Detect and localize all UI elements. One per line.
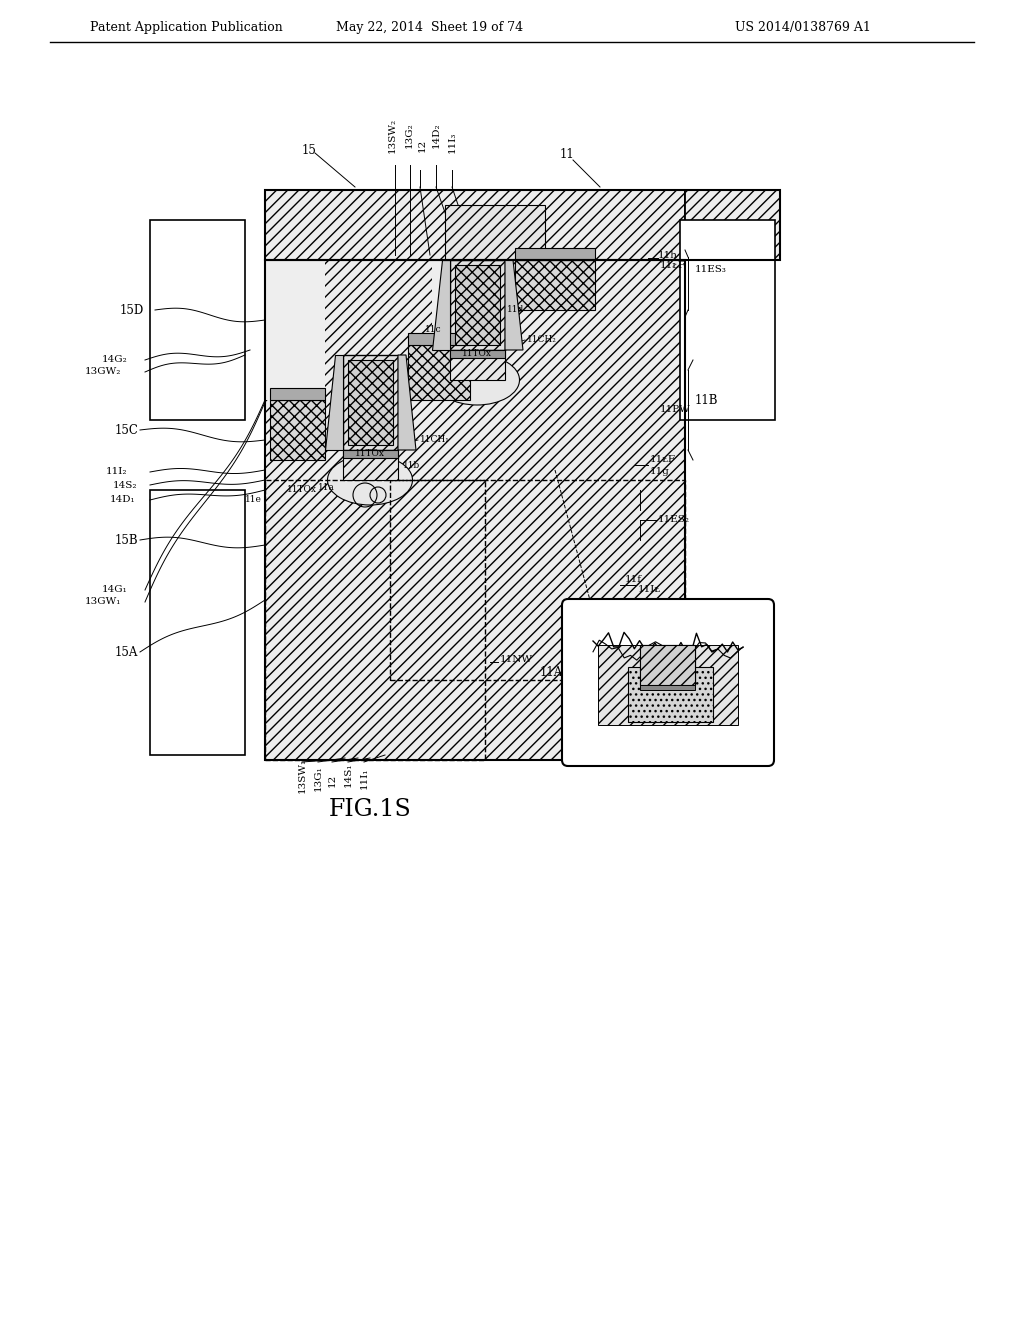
Text: 11TOx: 11TOx: [651, 626, 684, 635]
FancyBboxPatch shape: [562, 599, 774, 766]
Bar: [270, 400, 325, 459]
Text: 11ES₁: 11ES₁: [608, 701, 638, 710]
Text: 14S₂: 14S₂: [113, 480, 137, 490]
Text: 11CH₂: 11CH₂: [527, 335, 557, 345]
Bar: [450, 350, 505, 380]
Bar: [685, 190, 780, 260]
Bar: [265, 190, 780, 260]
Text: 14D₁: 14D₁: [110, 495, 135, 504]
Bar: [640, 685, 695, 690]
Text: 11CH₁: 11CH₁: [652, 639, 684, 648]
Bar: [455, 265, 500, 345]
Text: US 2014/0138769 A1: US 2014/0138769 A1: [735, 21, 870, 33]
Text: 13SW₂: 13SW₂: [388, 117, 397, 153]
Bar: [150, 220, 245, 420]
Bar: [628, 667, 713, 722]
Bar: [515, 260, 595, 310]
Text: 13GW₂: 13GW₂: [85, 367, 122, 376]
Text: 13G₂: 13G₂: [406, 123, 414, 148]
Text: 15: 15: [302, 144, 316, 157]
Text: 11A: 11A: [540, 665, 563, 678]
Text: 11TOx: 11TOx: [287, 486, 317, 495]
Text: 11: 11: [560, 149, 574, 161]
Bar: [150, 490, 245, 755]
Text: Patent Application Publication: Patent Application Publication: [90, 21, 283, 33]
Text: 11B: 11B: [695, 393, 719, 407]
Bar: [343, 355, 398, 450]
Text: 11ES₃: 11ES₃: [695, 265, 727, 275]
Bar: [598, 645, 738, 725]
Bar: [450, 260, 505, 350]
Text: 11NW: 11NW: [500, 656, 534, 664]
Text: 11c: 11c: [425, 326, 442, 334]
Bar: [270, 388, 325, 400]
Text: 15D: 15D: [120, 304, 144, 317]
Text: 11d: 11d: [507, 305, 524, 314]
Bar: [450, 350, 505, 358]
Text: 11ES₂: 11ES₂: [658, 516, 690, 524]
Ellipse shape: [434, 355, 519, 405]
Polygon shape: [432, 260, 450, 350]
Text: 15A: 15A: [115, 645, 138, 659]
Text: 14G₂: 14G₂: [102, 355, 128, 364]
Text: 11e: 11e: [245, 495, 262, 504]
Text: May 22, 2014  Sheet 19 of 74: May 22, 2014 Sheet 19 of 74: [337, 21, 523, 33]
Text: 11I₂: 11I₂: [106, 467, 128, 477]
Text: 11CH₁: 11CH₁: [420, 436, 450, 445]
Text: 13GW₁: 13GW₁: [85, 598, 122, 606]
Bar: [265, 190, 685, 260]
Bar: [265, 480, 485, 760]
Text: 11h: 11h: [658, 251, 678, 260]
Bar: [265, 260, 685, 760]
Polygon shape: [398, 355, 416, 450]
Text: 13SW₁: 13SW₁: [298, 758, 306, 792]
Text: 15B: 15B: [115, 533, 138, 546]
Text: 11TOx: 11TOx: [355, 450, 385, 458]
Text: 14G₁: 14G₁: [102, 586, 128, 594]
Text: 13G₁: 13G₁: [313, 766, 323, 791]
Text: 11ᴌF: 11ᴌF: [608, 715, 633, 725]
Bar: [408, 345, 470, 400]
Polygon shape: [505, 260, 523, 350]
Text: 14S₁: 14S₁: [343, 763, 352, 787]
Bar: [515, 248, 595, 260]
Bar: [432, 260, 470, 345]
Bar: [680, 220, 775, 420]
Polygon shape: [325, 355, 343, 450]
Text: 11Iᴌ: 11Iᴌ: [638, 586, 662, 594]
Text: 11b: 11b: [403, 461, 420, 470]
Bar: [408, 333, 470, 345]
Bar: [265, 260, 685, 760]
Text: 11ᴌF: 11ᴌF: [650, 455, 676, 465]
Bar: [265, 260, 325, 400]
Text: 14D₂: 14D₂: [432, 123, 441, 148]
Text: 11I₃: 11I₃: [449, 131, 457, 153]
Text: 11TOx: 11TOx: [462, 350, 492, 359]
Text: 12: 12: [328, 774, 337, 787]
Bar: [348, 360, 393, 445]
Ellipse shape: [328, 455, 413, 506]
Text: 11PW: 11PW: [660, 405, 691, 414]
Bar: [640, 645, 695, 685]
Bar: [343, 450, 398, 458]
Bar: [640, 645, 695, 685]
Bar: [343, 450, 398, 480]
Bar: [445, 205, 545, 260]
Text: 11ᴌF: 11ᴌF: [660, 260, 686, 269]
Text: 11I₁: 11I₁: [359, 767, 369, 789]
Bar: [390, 480, 685, 680]
Text: 12: 12: [418, 139, 427, 152]
Text: 11a: 11a: [318, 483, 335, 492]
Text: 15C: 15C: [115, 424, 139, 437]
Text: 11g: 11g: [650, 467, 670, 477]
Text: 11f: 11f: [625, 576, 642, 585]
Text: FIG.1S: FIG.1S: [329, 799, 412, 821]
